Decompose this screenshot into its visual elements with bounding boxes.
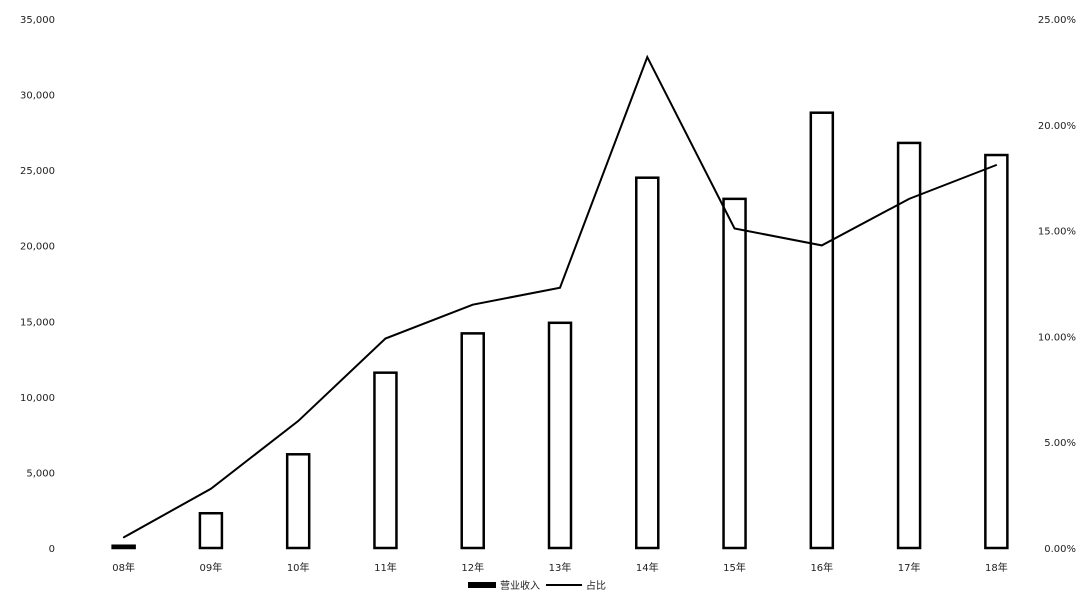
- left-axis-tick-label: 25,000: [20, 166, 55, 177]
- bar: [198, 511, 224, 550]
- right-axis-tick-label: 15.00%: [1038, 227, 1076, 238]
- line-point: [646, 56, 649, 58]
- x-axis-tick-label: 10年: [287, 561, 310, 574]
- line-point: [821, 244, 823, 247]
- legend-label-line: 占比: [586, 579, 606, 592]
- line-point: [559, 286, 561, 289]
- line-point: [122, 536, 125, 539]
- left-axis-tick-label: 5,000: [26, 468, 55, 479]
- x-axis-tick-label: 11年: [374, 561, 397, 574]
- line-point: [733, 227, 736, 230]
- left-axis-ticks: 0 5,000 10,000 15,000 20,000 25,000 30,000 35,0…: [20, 15, 55, 555]
- x-axis-tick-label: 17年: [898, 561, 921, 574]
- left-axis-tick-label: 0: [49, 544, 55, 555]
- legend-label-bars: 营业收入: [500, 579, 540, 592]
- legend: 营业收入 占比: [468, 579, 606, 592]
- bar: [460, 332, 485, 550]
- x-axis-tick-label: 12年: [461, 561, 484, 574]
- right-axis-tick-label: 0.00%: [1044, 544, 1076, 555]
- line-point: [297, 420, 299, 422]
- right-axis-tick-label: 10.00%: [1038, 332, 1076, 343]
- right-axis-tick-label: 5.00%: [1044, 438, 1076, 449]
- bar: [373, 371, 398, 550]
- x-axis-ticks: 08年 09年 10年 11年 12年 13年 14年 15年 16年 17年 18年: [112, 561, 1007, 574]
- right-axis-tick-label: 25.00%: [1038, 15, 1076, 26]
- line-point: [471, 303, 474, 306]
- x-axis-tick-label: 16年: [810, 561, 833, 574]
- x-axis-tick-label: 09年: [200, 561, 223, 574]
- left-axis-tick-label: 35,000: [20, 15, 55, 26]
- bar: [984, 153, 1009, 550]
- left-axis-tick-label: 20,000: [20, 242, 55, 253]
- line-series: [122, 54, 998, 539]
- bar: [722, 197, 747, 550]
- left-axis-tick-label: 10,000: [20, 393, 55, 404]
- line-point: [384, 337, 387, 340]
- line-point: [908, 198, 910, 200]
- right-axis-tick-label: 20.00%: [1038, 121, 1076, 132]
- x-axis-tick-label: 14年: [636, 561, 659, 574]
- bar: [896, 141, 922, 550]
- bar: [547, 321, 573, 550]
- legend-swatch-bars: [468, 582, 496, 588]
- x-axis-tick-label: 13年: [549, 561, 572, 574]
- x-axis-tick-label: 15年: [723, 561, 746, 574]
- left-axis-tick-label: 15,000: [20, 317, 55, 328]
- line-point: [210, 487, 212, 490]
- bar: [285, 453, 311, 550]
- bar: [111, 544, 136, 550]
- x-axis-tick-label: 18年: [985, 561, 1008, 574]
- bar: [809, 111, 835, 550]
- x-axis-tick-label: 08年: [112, 561, 135, 574]
- bar-series: [111, 111, 1009, 550]
- right-axis-ticks: 0.00% 5.00% 10.00% 15.00% 20.00% 25.00%: [1038, 15, 1076, 555]
- left-axis-tick-label: 30,000: [20, 91, 55, 102]
- line-point: [995, 164, 998, 166]
- bar: [635, 176, 660, 550]
